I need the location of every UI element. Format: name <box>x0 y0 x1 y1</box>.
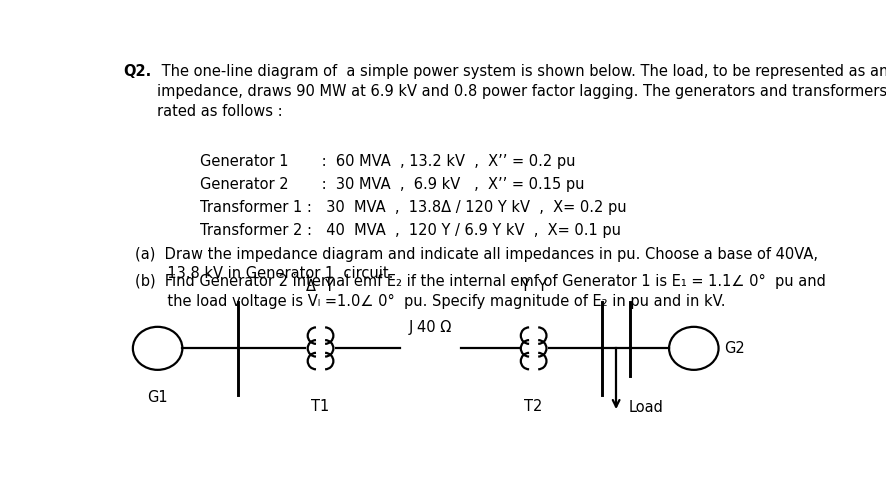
Text: 30  MVA  ,  13.8Δ / 120 Y kV  ,  X= 0.2 pu: 30 MVA , 13.8Δ / 120 Y kV , X= 0.2 pu <box>317 200 626 215</box>
Text: Y  Y: Y Y <box>519 279 547 294</box>
Text: 40  MVA  ,  120 Y / 6.9 Y kV  ,  X= 0.1 pu: 40 MVA , 120 Y / 6.9 Y kV , X= 0.1 pu <box>317 224 620 238</box>
Text: Generator 1: Generator 1 <box>200 154 289 169</box>
Text: J 40 Ω: J 40 Ω <box>408 320 452 335</box>
Text: :  60 MVA  , 13.2 kV  ,  X’’ = 0.2 pu: : 60 MVA , 13.2 kV , X’’ = 0.2 pu <box>317 154 575 169</box>
Text: :  30 MVA  ,  6.9 kV   ,  X’’ = 0.15 pu: : 30 MVA , 6.9 kV , X’’ = 0.15 pu <box>317 177 584 192</box>
Text: T1: T1 <box>311 399 330 414</box>
Text: Generator 2: Generator 2 <box>200 177 289 192</box>
Text: Transformer 2 :: Transformer 2 : <box>200 224 312 238</box>
Text: Load: Load <box>628 399 663 415</box>
Text: (a)  Draw the impedance diagram and indicate all impedances in pu. Choose a base: (a) Draw the impedance diagram and indic… <box>135 246 817 281</box>
Text: G2: G2 <box>723 341 744 356</box>
Text: Δ  Y: Δ Y <box>307 279 334 294</box>
Text: G1: G1 <box>147 390 167 405</box>
Text: The one-line diagram of  a simple power system is shown below. The load, to be r: The one-line diagram of a simple power s… <box>157 64 886 119</box>
Text: Transformer 1 :: Transformer 1 : <box>200 200 312 215</box>
Text: T2: T2 <box>524 399 542 414</box>
Text: Q2.: Q2. <box>123 64 152 79</box>
Text: (b)  Find Generator 2 internal emf E₂ if the internal emf of Generator 1 is E₁ =: (b) Find Generator 2 internal emf E₂ if … <box>135 274 825 309</box>
